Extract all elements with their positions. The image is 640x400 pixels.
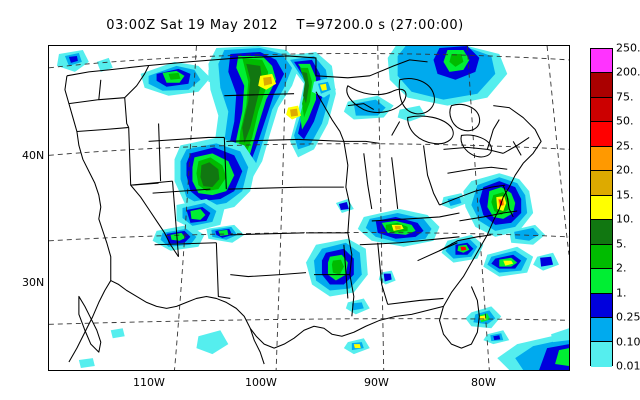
colorbar-tick-50.: 50. xyxy=(616,114,634,128)
precip-region-mid-atlantic xyxy=(463,173,546,245)
colorbar-tick-250.: 250. xyxy=(616,41,640,55)
precip-region-northern-mexico xyxy=(78,328,229,369)
precip-region-tennessee-valley xyxy=(335,193,468,247)
precip-region-atlantic-offshore xyxy=(497,328,569,370)
colorbar-tick-20.: 20. xyxy=(616,163,634,177)
colorbar-tick-10.: 10. xyxy=(616,212,634,226)
colorbar-band-0.10 xyxy=(591,342,612,367)
precip-region-pacific-nw xyxy=(56,49,113,72)
colorbar-tick-2.: 2. xyxy=(616,261,627,275)
colorbar-band-20. xyxy=(591,171,612,196)
colorbar-tick-15.: 15. xyxy=(616,188,634,202)
colorbar-band-1. xyxy=(591,293,612,318)
colorbar-tick-75.: 75. xyxy=(616,90,634,104)
colorbar-band-5. xyxy=(591,244,612,270)
colorbar-tick-5.: 5. xyxy=(616,237,627,251)
precip-region-colorado-wyoming xyxy=(174,137,257,231)
colorbar-band-10. xyxy=(591,220,612,245)
precip-region-southern-canada xyxy=(311,46,508,122)
figure-title: 03:00Z Sat 19 May 2012 T=97200.0 s (27:0… xyxy=(106,18,464,33)
precip-region-carolinas xyxy=(441,234,560,277)
colorbar-tick-1.: 1. xyxy=(616,286,627,300)
colorbar-band-75. xyxy=(591,97,612,123)
geographic-boundaries xyxy=(64,55,542,365)
precip-region-mississippi-alabama xyxy=(306,238,396,315)
map-canvas xyxy=(49,46,569,370)
y-tick-30n: 30N xyxy=(22,276,45,289)
colorbar-band-2. xyxy=(591,269,612,294)
colorbar-band-50. xyxy=(591,122,612,147)
colorbar-tick-200.: 200. xyxy=(616,65,640,79)
x-tick-100w: 100W xyxy=(245,376,277,389)
x-tick-110w: 110W xyxy=(133,376,165,389)
colorbar xyxy=(590,48,613,367)
precip-region-florida xyxy=(343,306,510,355)
colorbar-band-15. xyxy=(591,195,612,221)
colorbar-band-25. xyxy=(591,146,612,172)
precip-region-northern-plains xyxy=(208,46,336,198)
x-tick-80w: 80W xyxy=(471,376,496,389)
y-tick-40n: 40N xyxy=(22,149,45,162)
colorbar-tick-25.: 25. xyxy=(616,139,634,153)
colorbar-tick-0.10: 0.10 xyxy=(616,335,640,349)
colorbar-band-250. xyxy=(591,49,612,74)
map-plot-area xyxy=(48,45,570,371)
colorbar-tick-0.25: 0.25 xyxy=(616,310,640,324)
colorbar-band-0.25 xyxy=(591,317,612,343)
colorbar-band-200. xyxy=(591,73,612,98)
precipitation-field xyxy=(56,46,569,370)
colorbar-tick-0.01: 0.01 xyxy=(616,359,640,373)
x-tick-90w: 90W xyxy=(364,376,389,389)
